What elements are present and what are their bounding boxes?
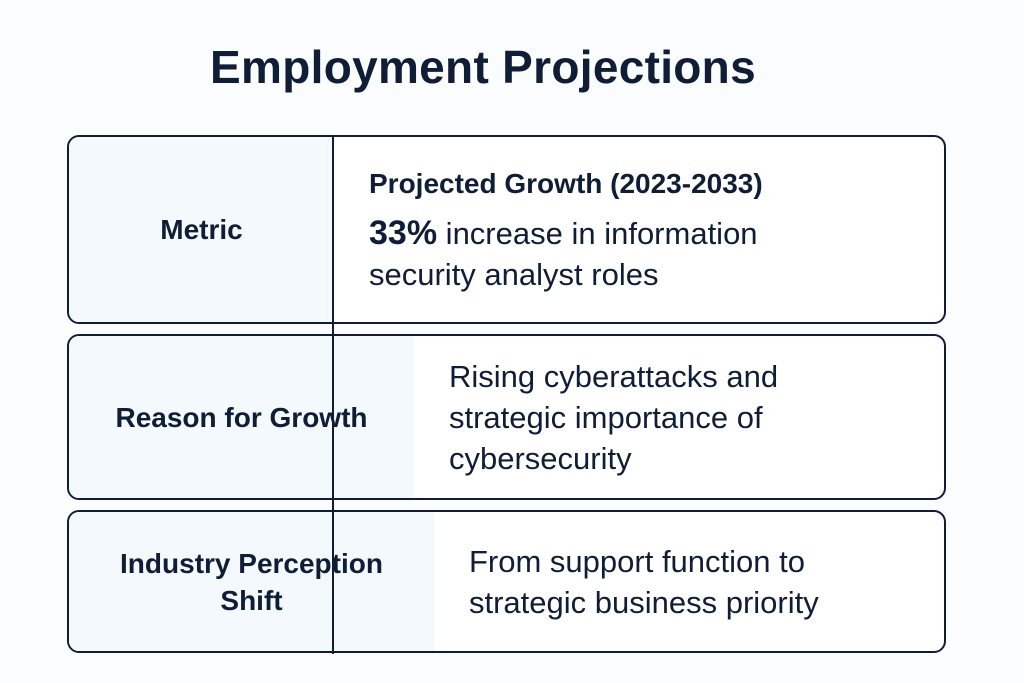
row-value: Projected Growth (2023-2033) 33% increas…	[334, 137, 944, 322]
row-label: Industry Perception Shift	[69, 512, 434, 651]
metric-description: 33% increase in information security ana…	[369, 213, 859, 295]
row-label: Metric	[69, 137, 334, 322]
column-divider	[332, 136, 334, 654]
page-title: Employment Projections	[210, 41, 756, 93]
metric-text: increase in information security analyst…	[369, 215, 758, 292]
table-row-reason: Reason for Growth Rising cyberattacks an…	[67, 334, 946, 500]
table-row-perception: Industry Perception Shift From support f…	[67, 510, 946, 653]
row-value: From support function to strategic busin…	[434, 512, 944, 651]
row-label: Reason for Growth	[69, 336, 414, 498]
metric-heading: Projected Growth (2023-2033)	[369, 167, 763, 199]
table-row-metric: Metric Projected Growth (2023-2033) 33% …	[67, 135, 946, 324]
row-value: Rising cyberattacks and strategic import…	[414, 336, 944, 498]
perception-text: From support function to strategic busin…	[469, 543, 819, 620]
growth-percentage: 33%	[369, 213, 438, 252]
reason-text: Rising cyberattacks and strategic import…	[449, 358, 779, 476]
